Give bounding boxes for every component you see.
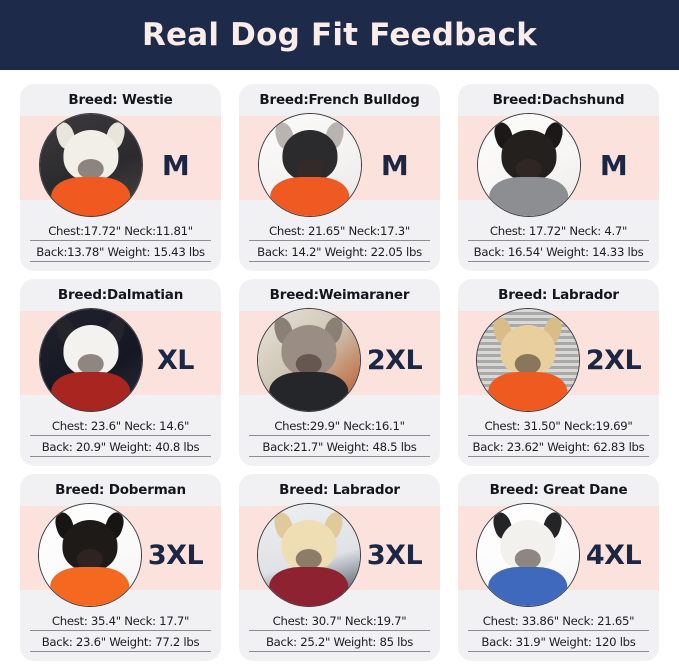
measure-line-chest-neck: Chest: 21.65" Neck:17.3" [249,224,430,241]
photo-row: M [20,106,221,224]
size-label: M [161,148,190,182]
dog-fit-card[interactable]: Breed:Dachshund M Chest: 17.72" Neck: 4.7"… [458,84,659,271]
dog-sweater [488,177,569,216]
breed-label: Breed: Labrador [498,287,619,303]
dog-sweater [488,372,568,411]
dog-fit-card[interactable]: Breed:Dalmatian XL Chest: 23.6" Neck: 14.6… [20,279,221,466]
photo-row: 2XL [458,301,659,419]
measure-line-back-weight: Back: 16.54' Weight: 14.33 lbs [468,245,649,262]
measure-line-chest-neck: Chest:29.9" Neck:16.1" [249,419,430,436]
measurement-block: Chest: 33.86" Neck: 21.65" Back: 31.9" We… [458,614,659,661]
measure-line-back-weight: Back: 23.6" Weight: 77.2 lbs [30,635,211,652]
measurement-block: Chest: 35.4" Neck: 17.7" Back: 23.6" Weig… [20,614,221,661]
dachshund-photo [476,113,581,217]
dog-muzzle [295,353,323,375]
measurement-block: Chest: 23.6" Neck: 14.6" Back: 20.9" Weig… [20,419,221,466]
photo-row: 3XL [20,496,221,614]
dog-sweater [50,372,131,411]
dog-muzzle [295,548,323,570]
measure-line-chest-neck: Chest: 31.50" Neck:19.69" [468,419,649,436]
dog-sweater [269,372,349,411]
photo-row: 2XL [239,301,440,419]
measure-line-back-weight: Back:21.7" Weight: 48.5 lbs [249,440,430,457]
measurement-block: Chest: 31.50" Neck:19.69" Back: 23.62" We… [458,419,659,466]
dog-sweater [50,177,131,216]
measure-line-chest-neck: Chest: 23.6" Neck: 14.6" [30,419,211,436]
size-label: 2XL [366,344,423,376]
dog-fit-card[interactable]: Breed: Labrador 2XL Chest: 31.50" Neck:19.… [458,279,659,466]
photo-row: 4XL [458,496,659,614]
size-label: 3XL [366,539,423,571]
breed-label: Breed:Dalmatian [57,287,184,303]
page-title: Real Dog Fit Feedback [141,17,538,53]
measurement-block: Chest:29.9" Neck:16.1" Back:21.7" Weight:… [239,419,440,466]
measure-line-chest-neck: Chest:17.72" Neck:11.81" [30,224,211,241]
measure-line-chest-neck: Chest: 30.7" Neck:19.7" [249,614,430,631]
photo-row: 3XL [239,496,440,614]
dog-fit-card[interactable]: Breed:Weimaraner 2XL Chest:29.9" Neck:16.1… [239,279,440,466]
dog-sweater [50,567,130,606]
measure-line-back-weight: Back:13.78" Weight: 15.43 lbs [30,245,211,262]
measure-line-chest-neck: Chest: 33.86" Neck: 21.65" [468,614,649,631]
westie-photo [38,113,143,217]
breed-label: Breed:Dachshund [492,92,625,108]
size-label: 4XL [585,539,642,571]
measure-line-chest-neck: Chest: 35.4" Neck: 17.7" [30,614,211,631]
dog-sweater [269,567,349,606]
weimaraner-photo [256,308,361,412]
dog-muzzle [515,158,542,180]
dog-sweater [269,177,350,216]
photo-row: XL [20,301,221,419]
dog-fit-card[interactable]: Breed: Labrador 3XL Chest: 30.7" Neck:19.7… [239,474,440,661]
dog-fit-card[interactable]: Breed: Great Dane 4XL Chest: 33.86" Neck: … [458,474,659,661]
measure-line-back-weight: Back: 31.9" Weight: 120 lbs [468,635,649,652]
size-label: XL [156,344,195,376]
dog-muzzle [514,548,542,570]
size-label: 2XL [585,344,642,376]
dog-muzzle [514,353,542,375]
dog-fit-card[interactable]: Breed: Doberman 3XL Chest: 35.4" Neck: 17.… [20,474,221,661]
measurement-block: Chest: 21.65" Neck:17.3" Back: 14.2" Weig… [239,224,440,271]
breed-label: Breed:French Bulldog [259,92,420,108]
breed-label: Breed: Doberman [55,482,186,498]
dalmatian-photo [38,308,143,412]
photo-row: M [239,106,440,224]
measure-line-back-weight: Back: 14.2" Weight: 22.05 lbs [249,245,430,262]
dog-sweater [488,567,568,606]
measure-line-back-weight: Back: 20.9" Weight: 40.8 lbs [30,440,211,457]
measurement-block: Chest: 30.7" Neck:19.7" Back: 25.2" Weigh… [239,614,440,661]
breed-label: Breed:Weimaraner [269,287,410,303]
dog-muzzle [76,548,104,570]
measure-line-back-weight: Back: 23.62" Weight: 62.83 lbs [468,440,649,457]
french-bulldog-photo [257,113,362,217]
dog-fit-card[interactable]: Breed:French Bulldog M Chest: 21.65" Neck:… [239,84,440,271]
labrador-2xl-photo [475,308,580,412]
dog-fit-card[interactable]: Breed: Westie M Chest:17.72" Neck:11.81" Ba… [20,84,221,271]
breed-label: Breed: Great Dane [489,482,628,498]
size-label: M [599,148,628,182]
doberman-photo [37,503,142,607]
size-label: M [380,148,409,182]
dog-muzzle [77,353,104,375]
page-header-banner: Real Dog Fit Feedback [0,0,679,70]
dog-muzzle [296,158,323,180]
photo-row: M [458,106,659,224]
size-label: 3XL [147,539,204,571]
measure-line-chest-neck: Chest: 17.72" Neck: 4.7" [468,224,649,241]
measurement-block: Chest: 17.72" Neck: 4.7" Back: 16.54' Wei… [458,224,659,271]
dog-muzzle [77,158,104,180]
dog-fit-card-grid: Breed: Westie M Chest:17.72" Neck:11.81" Ba… [0,70,679,671]
breed-label: Breed: Labrador [279,482,400,498]
labrador-3xl-photo [256,503,361,607]
breed-label: Breed: Westie [68,92,173,108]
measure-line-back-weight: Back: 25.2" Weight: 85 lbs [249,635,430,652]
great-dane-photo [475,503,580,607]
measurement-block: Chest:17.72" Neck:11.81" Back:13.78" Weig… [20,224,221,271]
